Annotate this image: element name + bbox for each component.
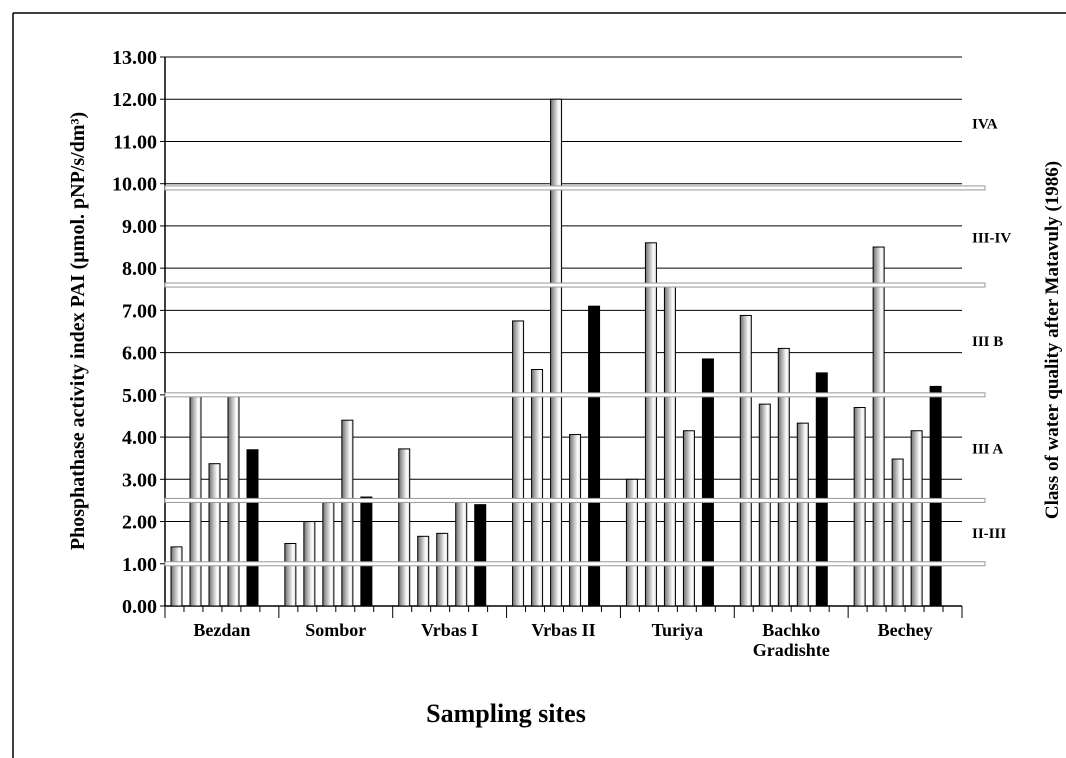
bar — [758, 403, 771, 607]
x-tick-label: Vrbas II — [531, 620, 595, 640]
class-boundary — [164, 392, 986, 398]
y-tick-label: 10.00 — [112, 174, 157, 196]
bar — [322, 502, 335, 607]
bar — [170, 546, 183, 607]
y-tick-label: 1.00 — [122, 554, 157, 576]
class-label: III-IV — [972, 230, 1011, 246]
bar — [208, 463, 221, 607]
y-tick-label: 3.00 — [122, 469, 157, 491]
class-boundary — [164, 185, 986, 191]
y-tick-label: 11.00 — [113, 131, 157, 153]
x-tick-label: Bezdan — [193, 620, 250, 640]
y-tick-label: 8.00 — [122, 258, 157, 280]
x-tick-label: Turiya — [652, 620, 703, 640]
bar — [625, 478, 638, 607]
bar — [701, 358, 714, 607]
bar — [777, 347, 790, 607]
bar — [796, 422, 809, 607]
y2-axis-title: Class of water quality after Matavuly (1… — [1042, 161, 1063, 519]
bar — [929, 385, 942, 607]
x-tick-label: Vrbas I — [421, 620, 478, 640]
bar — [284, 542, 297, 607]
class-boundary — [164, 282, 986, 288]
class-label: IVA — [972, 116, 998, 132]
y-tick-label: 12.00 — [112, 89, 157, 111]
y-tick-label: 6.00 — [122, 343, 157, 365]
x-tick-label: Bachko Gradishte — [753, 620, 830, 660]
bar — [682, 430, 695, 607]
class-label: III B — [972, 334, 1003, 350]
bar — [815, 372, 828, 607]
bar — [891, 458, 904, 607]
x-tick-label: Bechey — [878, 620, 933, 640]
class-label: II-III — [972, 526, 1006, 542]
bar — [644, 242, 657, 607]
bar — [531, 369, 544, 607]
bar — [436, 532, 449, 607]
bar — [246, 449, 259, 607]
y-axis-title: Phosphathase activity index PAI (µmol. p… — [67, 112, 89, 550]
bar — [739, 314, 752, 607]
y-tick-label: 2.00 — [122, 512, 157, 534]
bar — [853, 407, 866, 607]
class-boundary — [164, 497, 986, 503]
bar — [550, 98, 563, 607]
bar — [569, 434, 582, 607]
y-tick-label: 5.00 — [122, 385, 157, 407]
bar — [360, 496, 373, 607]
y-tick-label: 9.00 — [122, 216, 157, 238]
bar — [512, 320, 525, 607]
bar — [455, 499, 468, 607]
y-tick-label: 13.00 — [112, 47, 157, 69]
class-label: III A — [972, 442, 1003, 458]
y-tick-label: 7.00 — [122, 300, 157, 322]
bar — [398, 448, 411, 607]
bar — [872, 246, 885, 607]
y-tick-label: 4.00 — [122, 427, 157, 449]
y-tick-label: 0.00 — [122, 596, 157, 618]
bar — [910, 430, 923, 607]
bar — [474, 504, 487, 607]
bar — [341, 419, 354, 607]
x-axis-title: Sampling sites — [426, 699, 586, 728]
class-boundary — [164, 561, 986, 567]
bar — [417, 535, 430, 607]
bar — [588, 305, 601, 607]
x-tick-label: Sombor — [305, 620, 366, 640]
bar — [663, 283, 676, 607]
